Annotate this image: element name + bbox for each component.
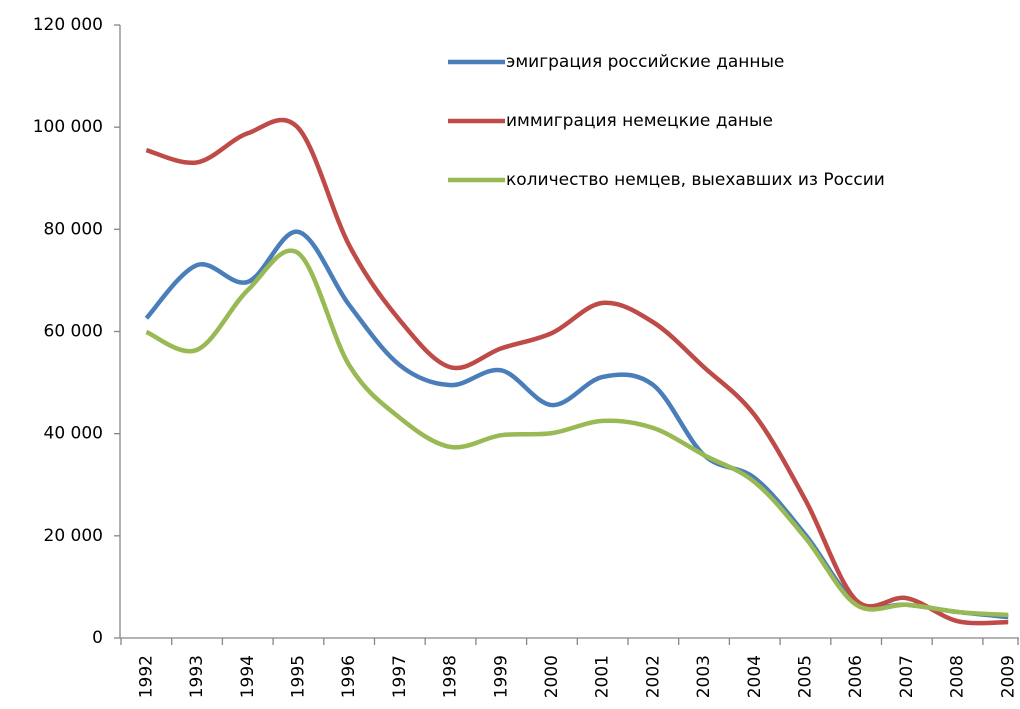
y-tick-label: 40 000	[44, 424, 103, 444]
x-tick-label: 2002	[643, 655, 663, 698]
x-tick-label: 1995	[288, 655, 308, 698]
legend-label: иммиграция немецкие даные	[506, 111, 773, 131]
x-tick-label: 2003	[694, 655, 714, 698]
y-tick-label: 80 000	[44, 219, 103, 239]
series-line	[145, 117, 1009, 626]
x-tick-label: 2001	[593, 655, 613, 698]
x-tick-label: 2000	[542, 655, 562, 698]
x-tick-label: 1993	[187, 655, 207, 698]
legend-label: эмиграция российские данные	[506, 52, 784, 72]
x-tick-label: 1998	[441, 655, 461, 698]
y-tick-label: 0	[92, 628, 103, 648]
series-line	[145, 248, 1009, 618]
x-tick-label: 1994	[238, 655, 258, 698]
x-tick-label: 1992	[136, 655, 156, 698]
x-tick-label: 2004	[745, 655, 765, 698]
y-tick-label: 120 000	[33, 15, 103, 35]
y-tick-label: 60 000	[44, 322, 103, 342]
x-tick-label: 2006	[846, 655, 866, 698]
y-tick-label: 100 000	[33, 117, 103, 137]
x-tick-label: 2005	[795, 655, 815, 698]
x-tick-label: 2009	[998, 655, 1018, 698]
x-tick-label: 1999	[491, 655, 511, 698]
x-tick-label: 2008	[948, 655, 968, 698]
x-tick-label: 1997	[390, 655, 410, 698]
x-tick-label: 2007	[897, 655, 917, 698]
legend-label: количество немцев, выехавших из России	[506, 170, 885, 190]
y-tick-label: 20 000	[44, 526, 103, 546]
x-tick-label: 1996	[339, 655, 359, 698]
